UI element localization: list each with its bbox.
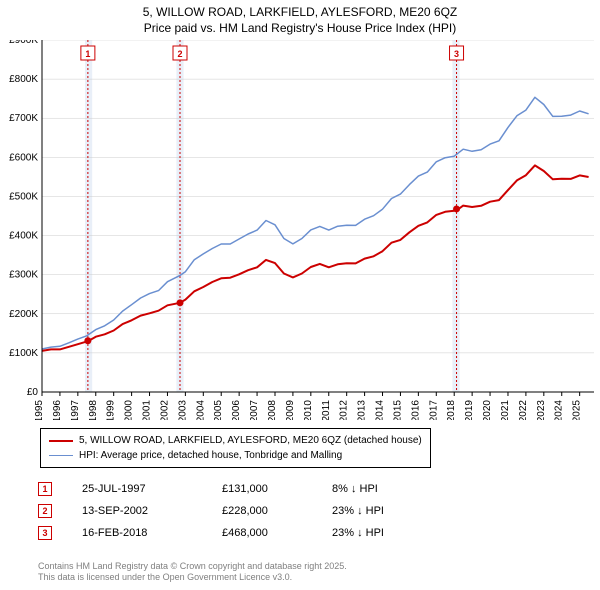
svg-text:£300K: £300K <box>9 270 38 281</box>
svg-text:2014: 2014 <box>375 400 386 420</box>
svg-text:£0: £0 <box>27 387 39 398</box>
sale-row: 3 16-FEB-2018£468,00023% ↓ HPI <box>38 522 472 544</box>
sale-marker: 1 <box>38 482 52 496</box>
price-chart: £0 £100K £200K £300K £400K £500K £600K £700K £80… <box>0 40 600 420</box>
svg-text:£400K: £400K <box>9 231 38 242</box>
sale-hpi: 23% ↓ HPI <box>332 527 472 539</box>
svg-text:2002: 2002 <box>159 400 170 420</box>
svg-text:2010: 2010 <box>303 400 314 420</box>
legend-label: HPI: Average price, detached house, Tonb… <box>79 448 342 463</box>
svg-text:£500K: £500K <box>9 191 38 202</box>
sale-row: 2 13-SEP-2002£228,00023% ↓ HPI <box>38 500 472 522</box>
svg-text:£900K: £900K <box>9 40 38 46</box>
svg-text:2008: 2008 <box>267 400 278 420</box>
footer-line-1: Contains HM Land Registry data © Crown c… <box>38 561 347 573</box>
chart-title: 5, WILLOW ROAD, LARKFIELD, AYLESFORD, ME… <box>0 0 600 36</box>
legend: 5, WILLOW ROAD, LARKFIELD, AYLESFORD, ME… <box>40 428 431 468</box>
attribution-footer: Contains HM Land Registry data © Crown c… <box>38 561 347 584</box>
sale-price: £131,000 <box>222 483 332 495</box>
svg-text:1997: 1997 <box>70 400 81 420</box>
sale-row: 1 25-JUL-1997£131,0008% ↓ HPI <box>38 478 472 500</box>
svg-text:2000: 2000 <box>124 400 135 420</box>
legend-label: 5, WILLOW ROAD, LARKFIELD, AYLESFORD, ME… <box>79 433 422 448</box>
svg-text:1998: 1998 <box>88 400 99 420</box>
sale-date: 13-SEP-2002 <box>82 505 222 517</box>
legend-swatch <box>49 440 73 442</box>
sale-price: £228,000 <box>222 505 332 517</box>
svg-text:2007: 2007 <box>249 400 260 420</box>
svg-text:2020: 2020 <box>482 400 493 420</box>
svg-text:£600K: £600K <box>9 152 38 163</box>
svg-text:1: 1 <box>85 49 90 59</box>
svg-text:2003: 2003 <box>177 400 188 420</box>
svg-text:2012: 2012 <box>339 400 350 420</box>
svg-text:£200K: £200K <box>9 309 38 320</box>
sale-marker: 3 <box>38 526 52 540</box>
svg-text:1995: 1995 <box>34 400 45 420</box>
svg-text:2019: 2019 <box>464 400 475 420</box>
svg-text:2018: 2018 <box>446 400 457 420</box>
footer-line-2: This data is licensed under the Open Gov… <box>38 572 347 584</box>
sale-price: £468,000 <box>222 527 332 539</box>
svg-text:2009: 2009 <box>285 400 296 420</box>
svg-text:2: 2 <box>177 49 182 59</box>
svg-text:2004: 2004 <box>195 400 206 420</box>
svg-text:3: 3 <box>454 49 459 59</box>
svg-text:2022: 2022 <box>518 400 529 420</box>
sale-date: 25-JUL-1997 <box>82 483 222 495</box>
legend-item: 5, WILLOW ROAD, LARKFIELD, AYLESFORD, ME… <box>49 433 422 448</box>
sale-marker: 2 <box>38 504 52 518</box>
sale-date: 16-FEB-2018 <box>82 527 222 539</box>
svg-text:2024: 2024 <box>554 400 565 420</box>
svg-text:2025: 2025 <box>572 400 583 420</box>
title-line-1: 5, WILLOW ROAD, LARKFIELD, AYLESFORD, ME… <box>0 4 600 20</box>
chart-svg: £0 £100K £200K £300K £400K £500K £600K £700K £80… <box>0 40 600 420</box>
legend-swatch <box>49 455 73 456</box>
svg-text:£700K: £700K <box>9 113 38 124</box>
svg-text:2017: 2017 <box>428 400 439 420</box>
svg-text:1996: 1996 <box>52 400 63 420</box>
svg-text:2005: 2005 <box>213 400 224 420</box>
svg-text:£800K: £800K <box>9 74 38 85</box>
svg-text:2013: 2013 <box>357 400 368 420</box>
svg-text:2001: 2001 <box>142 400 153 420</box>
svg-text:2006: 2006 <box>231 400 242 420</box>
sale-hpi: 23% ↓ HPI <box>332 505 472 517</box>
title-line-2: Price paid vs. HM Land Registry's House … <box>0 20 600 36</box>
sales-table: 1 25-JUL-1997£131,0008% ↓ HPI 2 13-SEP-2002… <box>38 478 472 544</box>
svg-text:2021: 2021 <box>500 400 511 420</box>
sale-hpi: 8% ↓ HPI <box>332 483 472 495</box>
svg-text:£100K: £100K <box>9 348 38 359</box>
svg-text:2023: 2023 <box>536 400 547 420</box>
legend-item: HPI: Average price, detached house, Tonb… <box>49 448 422 463</box>
svg-text:2016: 2016 <box>410 400 421 420</box>
svg-text:2015: 2015 <box>392 400 403 420</box>
svg-text:2011: 2011 <box>321 400 332 420</box>
svg-text:1999: 1999 <box>106 400 117 420</box>
